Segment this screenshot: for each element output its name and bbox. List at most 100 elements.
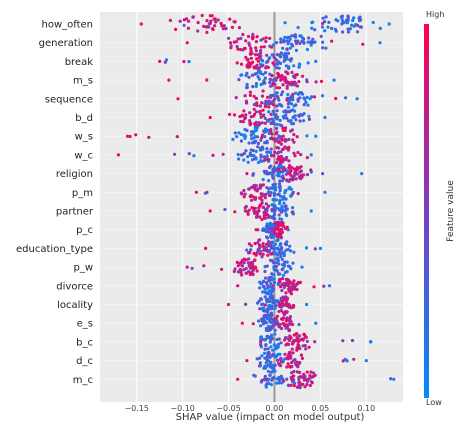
shap-point — [245, 58, 249, 62]
shap-point — [259, 155, 263, 159]
shap-point — [306, 103, 310, 107]
shap-point — [252, 186, 257, 190]
shap-point — [254, 215, 259, 219]
shap-point — [241, 114, 245, 118]
shap-point — [269, 282, 273, 286]
shap-point — [303, 385, 307, 389]
shap-point — [265, 147, 269, 151]
shap-point — [275, 337, 279, 342]
shap-point — [264, 99, 268, 103]
shap-point — [247, 251, 251, 255]
shap-point — [263, 347, 267, 351]
shap-point — [247, 208, 251, 212]
feature-label: w_s — [75, 132, 93, 143]
shap-point — [288, 96, 292, 101]
shap-point — [261, 205, 265, 209]
shap-point — [269, 191, 273, 195]
shap-point — [275, 62, 280, 66]
shap-point — [265, 235, 269, 239]
shap-point — [284, 113, 288, 117]
shap-point — [286, 119, 291, 123]
shap-point — [281, 134, 285, 138]
shap-point — [230, 25, 234, 29]
shap-point — [271, 119, 275, 123]
shap-point — [275, 161, 279, 165]
shap-point — [248, 90, 252, 94]
shap-point — [313, 340, 317, 344]
shap-point — [286, 362, 290, 366]
shap-point — [304, 246, 309, 250]
shap-point — [280, 124, 284, 128]
shap-point — [340, 17, 344, 21]
shap-point — [254, 84, 258, 88]
shap-point — [236, 152, 240, 157]
shap-point — [294, 81, 298, 85]
shap-point — [275, 58, 279, 63]
shap-point — [275, 104, 279, 108]
shap-point — [284, 188, 288, 193]
shap-point — [263, 196, 267, 200]
shap-point — [263, 141, 267, 145]
shap-point — [297, 80, 301, 84]
shap-point — [280, 288, 284, 293]
shap-point — [334, 96, 338, 101]
shap-point — [269, 320, 273, 324]
shap-point — [158, 59, 162, 64]
shap-point — [273, 82, 277, 86]
shap-point — [272, 299, 276, 303]
shap-point — [287, 351, 291, 356]
shap-point — [323, 29, 327, 33]
shap-point — [280, 326, 284, 331]
shap-point — [266, 286, 270, 290]
shap-point — [290, 128, 294, 132]
shap-point — [257, 238, 261, 242]
shap-point — [270, 363, 274, 367]
shap-point — [277, 103, 281, 107]
shap-point — [274, 66, 279, 70]
shap-point — [283, 126, 288, 130]
shap-point — [264, 169, 269, 174]
shap-point — [294, 39, 298, 43]
shap-point — [277, 213, 281, 217]
shap-point — [288, 185, 292, 189]
feature-label: how_often — [41, 20, 93, 31]
shap-point — [355, 30, 360, 34]
shap-point — [282, 282, 286, 286]
feature-label: divorce — [56, 281, 93, 292]
shap-point — [295, 135, 299, 139]
shap-point — [245, 172, 249, 176]
shap-point — [307, 36, 311, 40]
shap-point — [276, 283, 280, 287]
shap-point — [267, 57, 271, 61]
shap-point — [268, 215, 272, 219]
shap-point — [273, 232, 278, 236]
shap-point — [305, 173, 310, 177]
shap-point — [248, 93, 252, 97]
shap-point — [281, 126, 285, 130]
shap-point — [245, 248, 249, 252]
feature-label: b_c — [76, 337, 93, 348]
shap-point — [276, 225, 280, 229]
shap-point — [320, 94, 325, 98]
shap-point — [260, 303, 264, 307]
shap-point — [287, 328, 291, 332]
shap-point — [271, 183, 275, 187]
shap-point — [302, 112, 306, 116]
shap-point — [272, 193, 276, 197]
shap-point — [244, 99, 249, 103]
shap-point — [284, 291, 288, 295]
shap-point — [264, 385, 268, 389]
shap-point — [270, 203, 274, 207]
shap-point — [298, 334, 302, 338]
shap-point — [287, 145, 291, 150]
shap-point — [205, 25, 209, 29]
shap-point — [262, 79, 266, 83]
shap-point — [264, 281, 269, 285]
shap-point — [288, 364, 292, 369]
shap-point — [273, 363, 277, 367]
shap-point — [264, 202, 268, 206]
shap-point — [249, 46, 253, 51]
shap-point — [252, 209, 256, 213]
shap-point — [278, 280, 282, 284]
